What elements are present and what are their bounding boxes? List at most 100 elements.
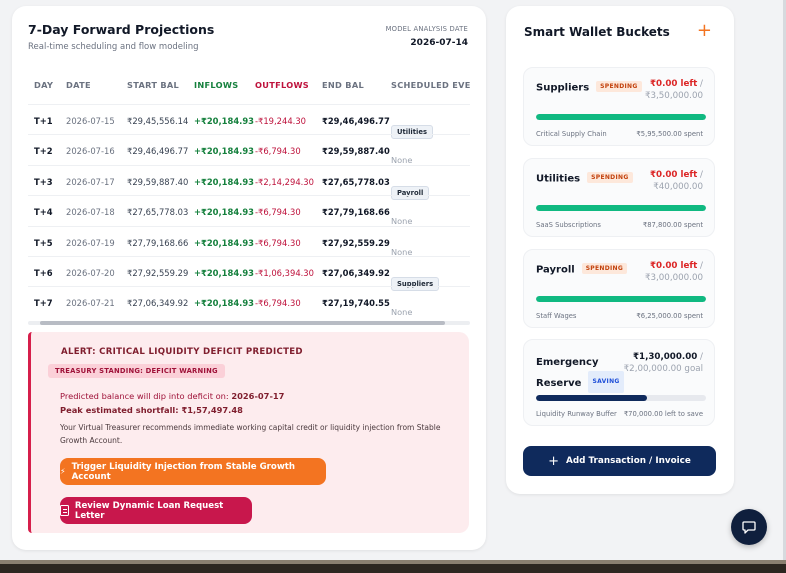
table-row: T+1 2026-07-15 ₹29,45,556.14 +₹20,184.93… <box>28 104 470 139</box>
liquidity-alert: ALERT: CRITICAL LIQUIDITY DEFICIT PREDIC… <box>28 332 469 533</box>
cell-start-bal: ₹29,59,887.40 <box>127 176 189 187</box>
bucket-emergency-reserve[interactable]: Emergency Reserve SAVING ₹1,30,000.00 /₹2,… <box>523 339 715 426</box>
chat-button[interactable] <box>731 509 767 545</box>
cell-inflow: +₹20,184.93 <box>194 298 254 309</box>
cell-date: 2026-07-19 <box>66 237 115 248</box>
bucket-spent: ₹5,95,500.00 spent <box>636 130 703 138</box>
add-transaction-button[interactable]: + Add Transaction / Invoice <box>523 446 716 476</box>
cell-outflow: -₹6,794.30 <box>255 298 301 309</box>
cell-inflow: +₹20,184.93 <box>194 146 254 157</box>
review-loan-letter-button[interactable]: Review Dynamic Loan Request Letter <box>60 497 252 524</box>
trigger-button-label: Trigger Liquidity Injection from Stable … <box>71 461 295 482</box>
plus-icon: + <box>548 453 560 469</box>
bucket-amount: ₹0.00 left / ₹3,50,000.00 <box>644 79 703 101</box>
event-none: None <box>391 246 413 257</box>
cell-date: 2026-07-20 <box>66 267 115 278</box>
bucket-name: Emergency Reserve SAVING <box>536 354 624 394</box>
bucket-tag: SAVING <box>588 371 624 393</box>
cell-outflow: -₹6,794.30 <box>255 237 301 248</box>
bucket-amount: ₹0.00 left / ₹40,000.00 <box>649 170 703 192</box>
table-horizontal-scrollbar[interactable] <box>28 321 470 325</box>
projections-subtitle: Real-time scheduling and flow modeling <box>28 42 199 52</box>
bucket-progress-fill <box>536 205 706 211</box>
bucket-amount: ₹0.00 left / ₹3,00,000.00 <box>644 261 703 283</box>
taskbar-strip <box>0 560 786 573</box>
wallet-title: Smart Wallet Buckets <box>524 25 670 39</box>
cell-outflow: -₹19,244.30 <box>255 116 306 126</box>
alert-title: ALERT: CRITICAL LIQUIDITY DEFICIT PREDIC… <box>61 347 303 357</box>
cell-inflow: +₹20,184.93 <box>194 237 254 248</box>
cell-inflow: +₹20,184.93 <box>194 116 254 126</box>
bucket-name-line1: Emergency <box>536 357 599 368</box>
bucket-name-text: Suppliers <box>536 82 590 94</box>
cell-inflow: +₹20,184.93 <box>194 267 254 278</box>
bucket-utilities[interactable]: Utilities SPENDING ₹0.00 left / ₹40,000.00… <box>523 158 715 237</box>
bucket-progress-fill <box>536 296 706 302</box>
cell-outflow: -₹6,794.30 <box>255 146 301 157</box>
model-analysis-date: 2026-07-14 <box>410 38 468 48</box>
spark-icon: ⚡ <box>60 467 66 476</box>
table-row: T+4 2026-07-18 ₹27,65,778.03 +₹20,184.93… <box>28 195 470 227</box>
cell-day: T+4 <box>34 207 53 218</box>
bucket-category: Staff Wages <box>536 312 577 320</box>
table-row: T+2 2026-07-16 ₹29,46,496.77 +₹20,184.93… <box>28 134 470 166</box>
peak-shortfall: Peak estimated shortfall: ₹1,57,497.48 <box>60 405 243 415</box>
bucket-name-text: Payroll <box>536 264 575 276</box>
col-scheduled-events: SCHEDULED EVE <box>391 80 470 90</box>
cell-day: T+7 <box>34 298 53 309</box>
table-header: DAY DATE START BAL INFLOWS OUTFLOWS END … <box>28 80 470 100</box>
bucket-progress-bar <box>536 114 706 120</box>
cell-start-bal: ₹29,45,556.14 <box>127 116 189 126</box>
cell-outflow: -₹2,14,294.30 <box>255 176 314 187</box>
table-body: T+1 2026-07-15 ₹29,45,556.14 +₹20,184.93… <box>28 104 470 317</box>
page-scrollbar[interactable] <box>783 0 786 560</box>
col-date: DATE <box>66 80 91 90</box>
projections-card: 7-Day Forward Projections Real-time sche… <box>12 6 486 550</box>
cell-inflow: +₹20,184.93 <box>194 207 254 218</box>
bucket-progress-bar <box>536 205 706 211</box>
bucket-saved: ₹1,30,000.00 <box>632 352 698 362</box>
table-row: T+5 2026-07-19 ₹27,79,168.66 +₹20,184.93… <box>28 225 470 257</box>
bucket-name: Suppliers SPENDING <box>536 81 642 94</box>
bucket-suppliers[interactable]: Suppliers SPENDING ₹0.00 left / ₹3,50,000.… <box>523 67 715 146</box>
bucket-spent: ₹87,800.00 spent <box>642 221 703 229</box>
bucket-total: ₹3,50,000.00 <box>644 91 703 101</box>
cell-start-bal: ₹27,92,559.29 <box>127 267 189 278</box>
scrollbar-thumb[interactable] <box>40 321 445 325</box>
bucket-total: ₹3,00,000.00 <box>644 273 703 283</box>
bucket-progress-bar <box>536 296 706 302</box>
cell-day: T+6 <box>34 267 53 278</box>
add-bucket-plus-icon[interactable]: + <box>696 20 712 41</box>
cell-inflow: +₹20,184.93 <box>194 176 254 187</box>
deficit-prefix: Predicted balance will dip into deficit … <box>60 391 232 401</box>
model-analysis-label: MODEL ANALYSIS DATE <box>385 25 468 33</box>
bucket-category: Liquidity Runway Buffer <box>536 410 617 418</box>
col-inflows: INFLOWS <box>194 80 239 90</box>
bucket-payroll[interactable]: Payroll SPENDING ₹0.00 left / ₹3,00,000.00… <box>523 249 715 328</box>
cell-end-bal: ₹29,46,496.77 <box>322 116 390 126</box>
trigger-liquidity-injection-button[interactable]: ⚡ Trigger Liquidity Injection from Stabl… <box>60 458 326 485</box>
bucket-goal: ₹2,00,000.00 goal <box>623 364 703 374</box>
event-none: None <box>391 155 413 166</box>
cell-day: T+1 <box>34 116 53 126</box>
event-none: None <box>391 216 413 227</box>
bucket-left: ₹0.00 left <box>649 79 698 89</box>
bucket-name: Payroll SPENDING <box>536 263 628 276</box>
table-row: T+7 2026-07-21 ₹27,06,349.92 +₹20,184.93… <box>28 286 470 318</box>
col-start-bal: START BAL <box>127 80 180 90</box>
bucket-left: ₹0.00 left <box>649 261 698 271</box>
treasury-status-badge: TREASURY STANDING: DEFICIT WARNING <box>48 364 225 378</box>
cell-date: 2026-07-17 <box>66 176 115 187</box>
bucket-category: SaaS Subscriptions <box>536 221 601 229</box>
cell-end-bal: ₹27,79,168.66 <box>322 207 390 218</box>
cell-start-bal: ₹27,79,168.66 <box>127 237 189 248</box>
projections-table: DAY DATE START BAL INFLOWS OUTFLOWS END … <box>28 80 470 318</box>
cell-end-bal: ₹27,65,778.03 <box>322 176 390 187</box>
cell-date: 2026-07-18 <box>66 207 115 218</box>
bucket-category: Critical Supply Chain <box>536 130 607 138</box>
bucket-total: ₹40,000.00 <box>653 182 703 192</box>
event-none: None <box>391 307 413 318</box>
cell-date: 2026-07-21 <box>66 298 115 309</box>
event-chip: Suppliers <box>391 276 440 291</box>
cell-date: 2026-07-15 <box>66 116 115 126</box>
